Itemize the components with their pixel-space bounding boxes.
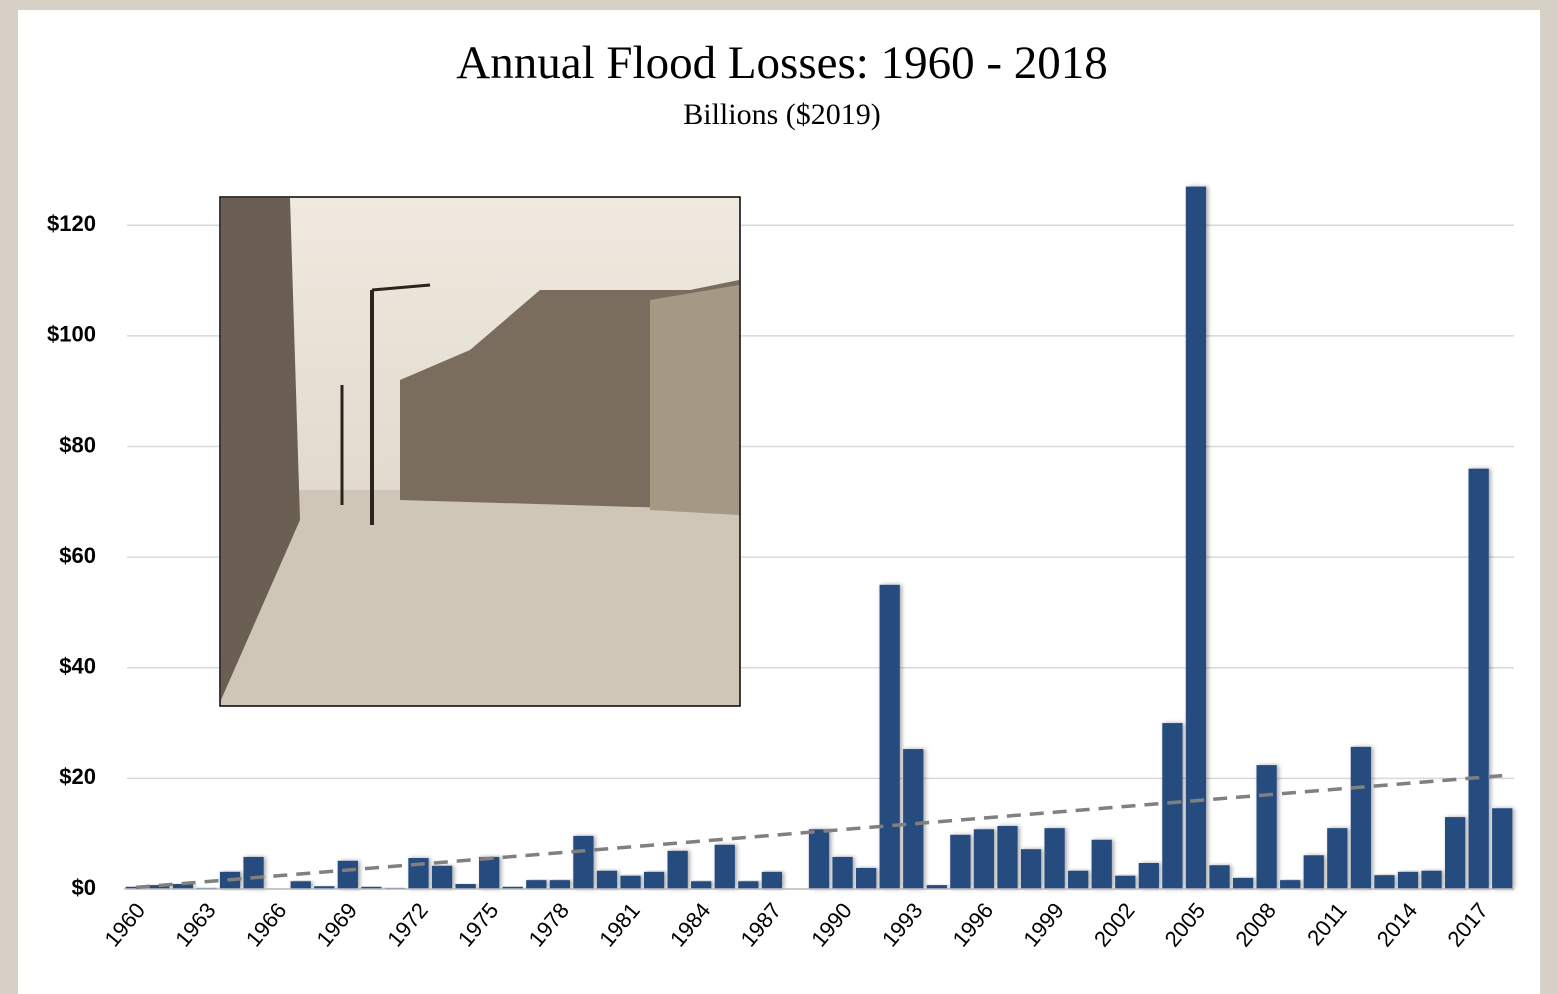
y-tick-label: $20: [59, 764, 96, 789]
bar: [1304, 855, 1324, 889]
photo: [220, 197, 740, 706]
bar: [1398, 872, 1418, 889]
y-tick-label: $100: [47, 322, 96, 347]
bar: [1351, 747, 1371, 889]
bar: [809, 829, 829, 889]
bar: [1021, 849, 1041, 889]
bar: [243, 857, 263, 889]
bar: [1469, 469, 1489, 889]
bar: [691, 881, 711, 889]
bar: [738, 881, 758, 889]
bar: [903, 749, 923, 889]
bar: [1139, 863, 1159, 889]
bar: [1492, 808, 1512, 889]
bar: [644, 872, 664, 889]
bar: [1044, 828, 1064, 889]
bar: [1421, 871, 1441, 889]
y-tick-label: $80: [59, 432, 96, 457]
bar: [1374, 875, 1394, 889]
bar: [997, 826, 1017, 889]
bar: [856, 868, 876, 889]
bar: [620, 876, 640, 889]
bar: [291, 881, 311, 889]
bar: [1162, 723, 1182, 889]
bar: [1256, 765, 1276, 889]
bar: [573, 836, 593, 889]
bar: [974, 829, 994, 889]
bar: [1280, 880, 1300, 889]
bar: [715, 845, 735, 889]
bar: [1327, 828, 1347, 889]
y-tick-label: $0: [72, 875, 96, 900]
bar: [668, 851, 688, 889]
bar: [526, 880, 546, 889]
bar: [762, 872, 782, 889]
bar: [432, 866, 452, 889]
bar: [1209, 865, 1229, 889]
bar: [1445, 817, 1465, 889]
bar: [1092, 840, 1112, 889]
bar: [1186, 187, 1206, 889]
bar: [1115, 876, 1135, 889]
chart-subtitle: Billions ($2019): [683, 98, 881, 131]
bar: [338, 861, 358, 889]
chart-title: Annual Flood Losses: 1960 - 2018: [456, 37, 1107, 89]
y-tick-label: $60: [59, 543, 96, 568]
bar: [550, 880, 570, 889]
bar: [1233, 878, 1253, 889]
y-tick-label: $40: [59, 654, 96, 679]
y-tick-label: $120: [47, 211, 96, 236]
page: {"chart_data": { "type": "bar", "title":…: [0, 0, 1558, 994]
bar: [880, 585, 900, 889]
bar: [832, 857, 852, 889]
bar: [479, 857, 499, 889]
bar: [950, 835, 970, 889]
bar: [1068, 871, 1088, 889]
chart: Annual Flood Losses: 1960 - 2018 Billion…: [0, 0, 1558, 994]
bar: [597, 871, 617, 889]
